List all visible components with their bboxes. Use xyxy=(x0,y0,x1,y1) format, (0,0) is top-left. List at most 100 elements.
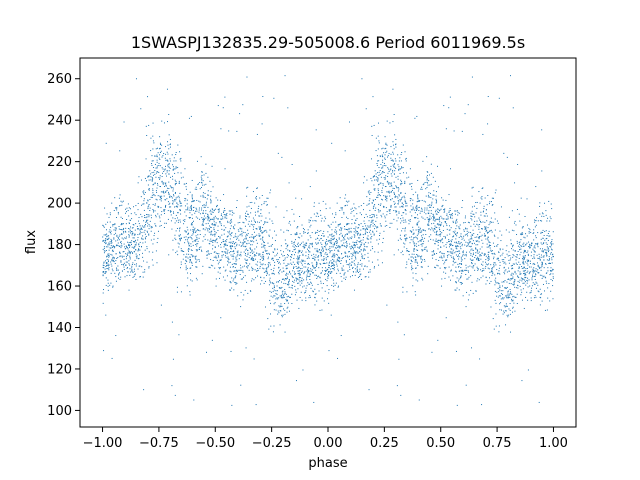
data-point xyxy=(410,205,412,207)
data-point xyxy=(541,293,543,295)
data-point xyxy=(244,225,246,227)
data-point xyxy=(157,183,159,185)
data-point xyxy=(180,263,182,265)
data-point xyxy=(467,104,469,106)
data-point xyxy=(228,258,230,260)
data-point xyxy=(441,206,443,208)
data-point xyxy=(413,249,415,251)
data-point xyxy=(381,250,383,252)
data-point xyxy=(287,107,289,109)
data-point xyxy=(537,284,539,286)
data-point xyxy=(105,229,107,231)
data-point xyxy=(385,147,387,149)
data-point xyxy=(475,290,477,292)
data-point xyxy=(455,282,457,284)
data-point xyxy=(513,302,515,304)
data-point xyxy=(224,229,226,231)
data-point xyxy=(366,266,368,268)
data-point xyxy=(546,255,548,257)
data-point xyxy=(520,245,522,247)
data-point xyxy=(324,246,326,248)
data-point xyxy=(468,294,470,296)
data-point xyxy=(138,176,140,178)
data-point xyxy=(234,235,236,237)
data-point xyxy=(448,246,450,248)
data-point xyxy=(309,274,311,276)
data-point xyxy=(179,199,181,201)
data-point xyxy=(110,238,112,240)
data-point xyxy=(342,245,344,247)
data-point xyxy=(441,285,443,287)
data-point xyxy=(488,245,490,247)
data-point xyxy=(332,235,334,237)
data-point xyxy=(404,182,406,184)
data-point xyxy=(269,277,271,279)
data-point xyxy=(191,197,193,199)
data-point xyxy=(140,108,142,110)
data-point xyxy=(133,241,135,243)
data-point xyxy=(133,275,135,277)
data-point xyxy=(440,233,442,235)
data-point xyxy=(441,239,443,241)
data-point xyxy=(354,246,356,248)
data-point xyxy=(437,265,439,267)
data-point xyxy=(113,261,115,263)
data-point xyxy=(159,154,161,156)
data-point xyxy=(165,190,167,192)
data-point xyxy=(337,225,339,227)
data-point xyxy=(459,277,461,279)
data-point xyxy=(149,207,151,209)
data-point xyxy=(112,285,114,287)
data-point xyxy=(549,235,551,237)
data-point xyxy=(138,243,140,245)
data-point xyxy=(214,225,216,227)
data-point xyxy=(265,221,267,223)
data-point xyxy=(388,183,390,185)
data-point xyxy=(173,212,175,214)
data-point xyxy=(470,232,472,234)
data-point xyxy=(201,178,203,180)
data-point xyxy=(395,211,397,213)
data-point xyxy=(434,253,436,255)
data-point xyxy=(451,217,453,219)
data-point xyxy=(105,271,107,273)
data-point xyxy=(207,250,209,252)
data-point xyxy=(209,267,211,269)
data-point xyxy=(421,255,423,257)
data-point xyxy=(474,220,476,222)
data-point xyxy=(128,235,130,237)
data-point xyxy=(534,243,536,245)
data-point xyxy=(212,259,214,261)
data-point xyxy=(180,238,182,240)
data-point xyxy=(188,117,190,119)
data-point xyxy=(168,148,170,150)
data-point xyxy=(338,237,340,239)
data-point xyxy=(385,144,387,146)
data-point xyxy=(126,207,128,209)
data-point xyxy=(552,276,554,278)
data-point xyxy=(505,295,507,297)
data-point xyxy=(236,130,238,132)
data-point xyxy=(226,217,228,219)
data-point xyxy=(427,265,429,267)
data-point xyxy=(299,281,301,283)
data-point xyxy=(285,298,287,300)
data-point xyxy=(230,235,232,237)
data-point xyxy=(268,234,270,236)
data-point xyxy=(551,239,553,241)
data-point xyxy=(471,237,473,239)
data-point xyxy=(265,280,267,282)
data-point xyxy=(259,235,261,237)
data-point xyxy=(115,280,117,282)
data-point xyxy=(152,188,154,190)
data-point xyxy=(411,261,413,263)
data-point xyxy=(161,176,163,177)
data-point xyxy=(214,223,216,225)
data-point xyxy=(155,225,157,227)
data-point xyxy=(516,263,518,265)
data-point xyxy=(309,270,311,272)
data-point xyxy=(112,257,114,259)
data-point xyxy=(450,251,452,253)
data-point xyxy=(233,228,235,230)
data-point xyxy=(230,245,232,247)
